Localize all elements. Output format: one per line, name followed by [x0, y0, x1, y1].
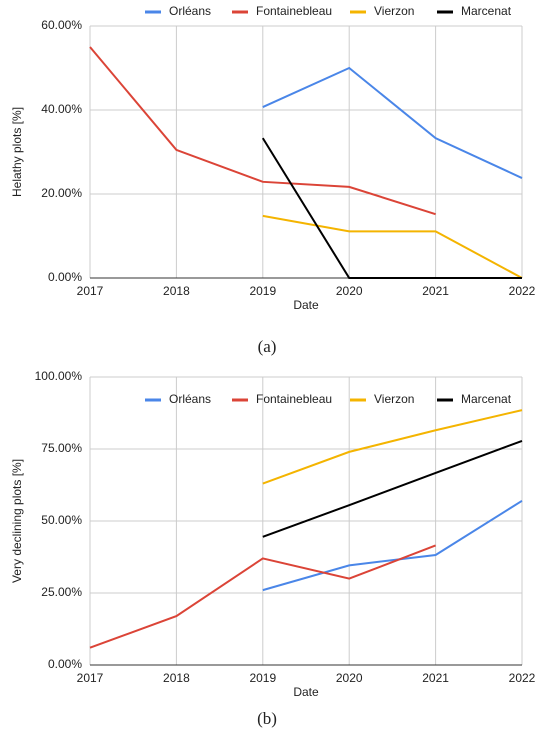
x-tick-label: 2019 [249, 671, 276, 685]
y-tick-label: 60.00% [41, 18, 82, 32]
x-tick-label: 2017 [77, 671, 104, 685]
y-tick-label: 0.00% [48, 657, 82, 671]
series-line [262, 214, 523, 279]
x-tick-label: 2017 [77, 284, 104, 298]
y-tick-label: 75.00% [41, 441, 82, 455]
x-tick-label: 2020 [336, 671, 363, 685]
x-tick-label: 2018 [163, 284, 190, 298]
x-tick-label: 2022 [509, 671, 536, 685]
y-axis-label: Helathy plots [%] [10, 107, 24, 197]
series-line [261, 137, 522, 279]
x-tick-label: 2022 [509, 284, 536, 298]
legend-label: Fontainebleau [256, 392, 332, 406]
caption: (a) [258, 337, 277, 356]
series-line [262, 439, 523, 538]
y-tick-label: 20.00% [41, 186, 82, 200]
x-tick-label: 2019 [249, 284, 276, 298]
x-tick-label: 2018 [163, 671, 190, 685]
x-tick-label: 2020 [336, 284, 363, 298]
y-tick-label: 40.00% [41, 102, 82, 116]
series-line [262, 66, 523, 179]
series-line [89, 544, 436, 649]
legend-label: Marcenat [461, 4, 512, 18]
legend-label: Vierzon [374, 392, 414, 406]
y-tick-label: 0.00% [48, 270, 82, 284]
legend-label: Marcenat [461, 392, 512, 406]
series-line [89, 46, 436, 216]
x-tick-label: 2021 [422, 671, 449, 685]
caption: (b) [257, 709, 277, 728]
legend-label: Fontainebleau [256, 4, 332, 18]
y-axis-label: Very declining plots [%] [10, 459, 24, 583]
legend-label: Orléans [169, 4, 211, 18]
series-line [262, 499, 523, 592]
legend-label: Orléans [169, 392, 211, 406]
x-axis-label: Date [293, 298, 319, 312]
legend-label: Vierzon [374, 4, 414, 18]
series-line [262, 409, 523, 485]
x-tick-label: 2021 [422, 284, 449, 298]
x-axis-label: Date [293, 685, 319, 699]
y-tick-label: 25.00% [41, 585, 82, 599]
y-tick-label: 50.00% [41, 513, 82, 527]
y-tick-label: 100.00% [35, 369, 83, 383]
